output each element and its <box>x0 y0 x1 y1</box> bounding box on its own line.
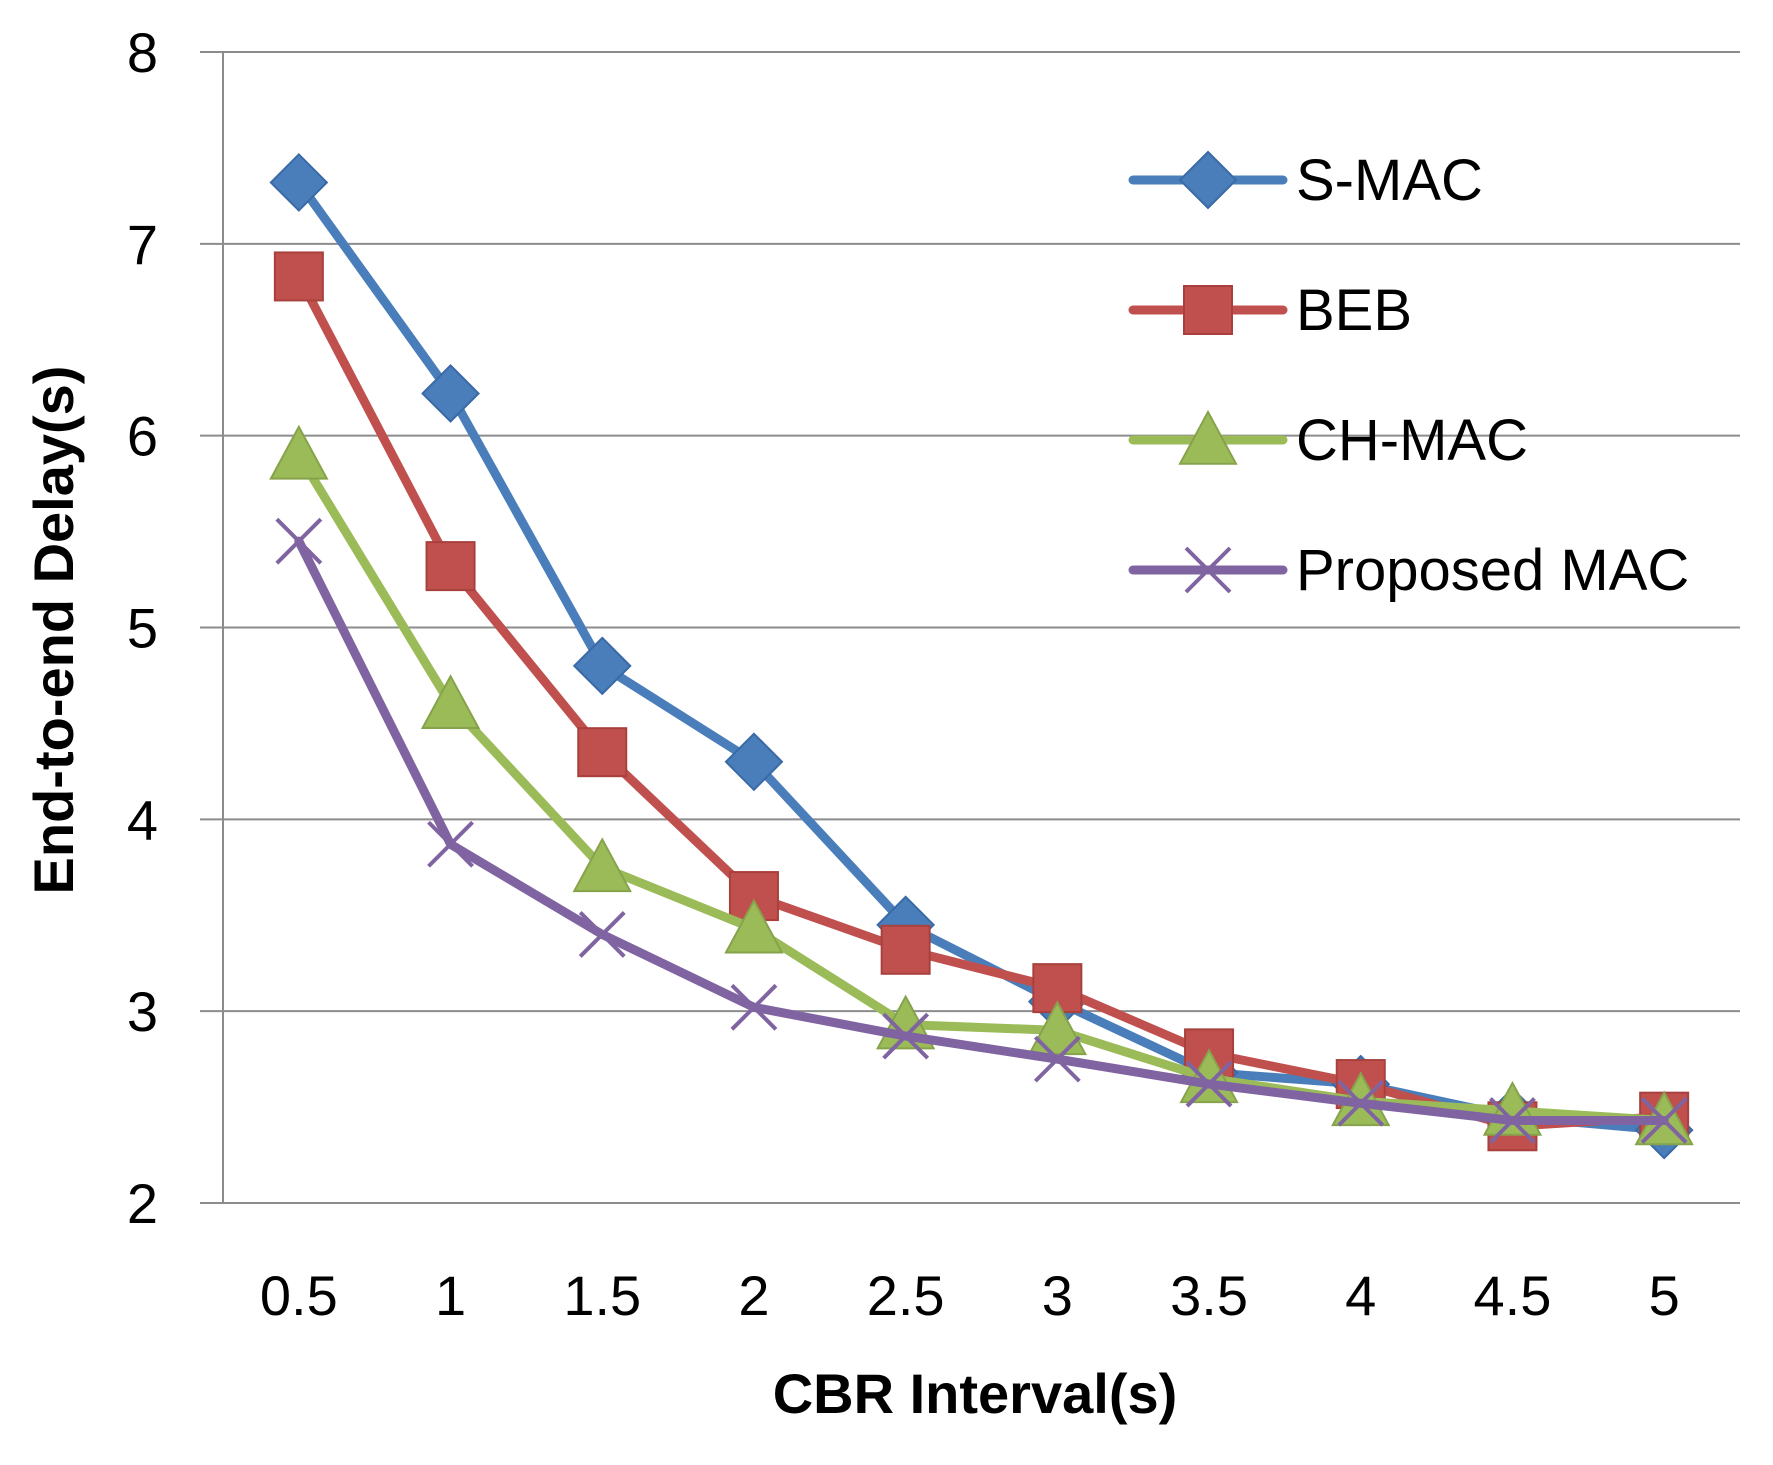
x-tick-label-2.5: 2.5 <box>867 1264 945 1327</box>
legend: S-MAC BEB CH-MAC Proposed MAC <box>1128 148 1689 603</box>
y-tick-label-6: 6 <box>127 405 158 468</box>
legend-item-proposed-mac: Proposed MAC <box>1128 538 1689 603</box>
x-tick-label-5: 5 <box>1649 1264 1680 1327</box>
y-tick-label-4: 4 <box>127 788 158 851</box>
legend-item-beb: BEB <box>1128 278 1412 343</box>
series-line-s-mac <box>294 177 1669 1135</box>
x-tick-label-4.5: 4.5 <box>1474 1264 1552 1327</box>
point-s-mac-1.5 <box>572 636 632 696</box>
point-proposed-mac-0.5 <box>275 517 323 565</box>
x-axis-title: CBR Interval(s) <box>773 1362 1178 1425</box>
series-beb <box>273 251 1690 1152</box>
legend-item-s-mac: S-MAC <box>1128 148 1483 213</box>
y-tick-label-8: 8 <box>127 21 158 84</box>
point-proposed-mac-2.5 <box>882 1012 930 1060</box>
series-proposed-mac <box>275 517 1688 1144</box>
legend-swatch-marker-proposed-mac-stroke-b <box>1184 546 1232 594</box>
point-ch-mac-2 <box>724 898 784 954</box>
y-tick-label-3: 3 <box>127 980 158 1043</box>
point-ch-mac-1 <box>420 674 481 730</box>
point-proposed-mac-2 <box>730 983 778 1031</box>
point-beb-0.5 <box>273 251 324 302</box>
x-tick-label-3: 3 <box>1042 1264 1073 1327</box>
x-tick-label-4: 4 <box>1345 1264 1376 1327</box>
point-proposed-mac-4.5-stroke-b <box>1489 1097 1536 1144</box>
point-s-mac-1 <box>421 364 480 423</box>
point-proposed-mac-1-stroke-b <box>427 820 474 868</box>
legend-swatch-marker-ch-mac <box>1178 409 1238 465</box>
legend-label-beb: BEB <box>1296 278 1412 343</box>
legend-swatch-marker-proposed-mac <box>1184 546 1232 594</box>
series-line-proposed-mac <box>294 536 1669 1126</box>
point-s-mac-0.5 <box>269 153 329 212</box>
series-line-beb <box>294 271 1669 1131</box>
point-ch-mac-3 <box>1027 1000 1088 1056</box>
legend-swatch-marker-s-mac <box>1178 150 1238 210</box>
point-proposed-mac-5 <box>1640 1097 1688 1144</box>
legend-label-ch-mac: CH-MAC <box>1296 408 1528 473</box>
point-proposed-mac-0.5-stroke-b <box>275 517 323 565</box>
series-s-mac <box>269 153 1694 1160</box>
point-proposed-mac-5-stroke-b <box>1640 1097 1688 1144</box>
point-ch-mac-1.5 <box>572 837 632 893</box>
point-proposed-mac-1 <box>427 820 474 868</box>
x-tick-label-1: 1 <box>435 1264 466 1327</box>
point-proposed-mac-3 <box>1033 1035 1081 1083</box>
point-beb-1 <box>425 541 476 592</box>
legend-swatch-marker-beb <box>1183 285 1233 335</box>
x-tick-label-2: 2 <box>738 1264 769 1327</box>
point-proposed-mac-1.5 <box>578 911 626 958</box>
y-axis-title: End-to-end Delay(s) <box>22 366 85 895</box>
point-proposed-mac-1.5-stroke-b <box>578 911 626 958</box>
point-proposed-mac-4-stroke-b <box>1337 1079 1385 1127</box>
axis-layer: 2 3 4 5 6 7 8 0.5 1 1.5 2 2.5 3 3.5 4 4.5 5 <box>127 21 1680 1327</box>
legend-label-proposed-mac: Proposed MAC <box>1296 538 1689 603</box>
point-beb-2.5 <box>880 924 931 975</box>
point-ch-mac-0.5 <box>269 424 329 480</box>
point-s-mac-2 <box>724 732 784 792</box>
point-beb-1.5 <box>577 727 628 778</box>
point-proposed-mac-3-stroke-b <box>1033 1035 1081 1083</box>
point-proposed-mac-4.5 <box>1489 1097 1536 1144</box>
y-tick-label-5: 5 <box>127 597 158 660</box>
point-proposed-mac-3.5 <box>1185 1060 1233 1108</box>
series-ch-mac <box>269 424 1694 1146</box>
series-line-ch-mac <box>294 450 1669 1126</box>
legend-label-s-mac: S-MAC <box>1296 148 1483 213</box>
point-proposed-mac-2.5-stroke-b <box>882 1012 930 1060</box>
point-proposed-mac-2-stroke-b <box>730 983 778 1031</box>
legend-item-ch-mac: CH-MAC <box>1128 408 1528 473</box>
point-proposed-mac-4 <box>1337 1079 1385 1127</box>
grid-layer <box>200 51 1740 1204</box>
x-tick-label-0.5: 0.5 <box>260 1264 338 1327</box>
y-tick-label-2: 2 <box>127 1172 158 1235</box>
x-tick-label-3.5: 3.5 <box>1170 1264 1248 1327</box>
point-proposed-mac-3.5-stroke-b <box>1185 1060 1233 1108</box>
x-tick-label-1.5: 1.5 <box>563 1264 641 1327</box>
series-layer <box>269 153 1694 1160</box>
y-tick-label-7: 7 <box>127 213 158 276</box>
